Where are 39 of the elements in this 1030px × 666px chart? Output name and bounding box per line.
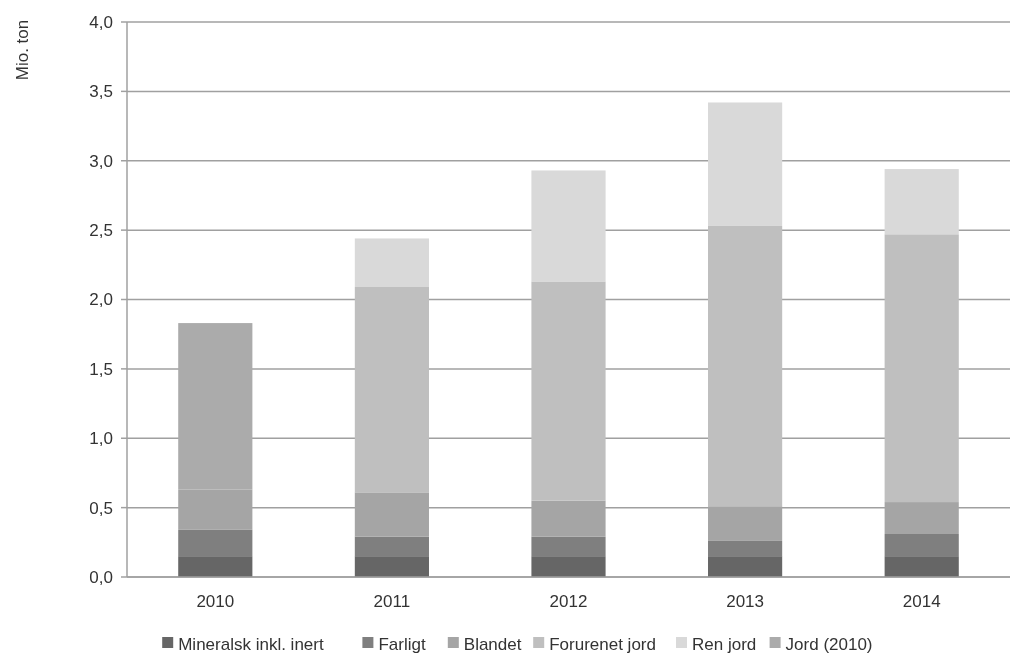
x-tick-label: 2013 xyxy=(726,592,765,611)
bar xyxy=(354,238,429,288)
bar xyxy=(178,529,253,557)
x-tick-label: 2012 xyxy=(549,592,588,611)
bar xyxy=(708,102,783,226)
legend-label: Mineralsk inkl. inert xyxy=(178,634,324,654)
bar xyxy=(884,556,959,577)
bar xyxy=(708,540,783,557)
legend-label: Blandet xyxy=(463,634,522,654)
bar xyxy=(531,281,606,501)
y-tick-label: 1,5 xyxy=(89,359,113,379)
bar xyxy=(708,556,783,577)
y-tick-label: 2,0 xyxy=(89,290,113,310)
y-tick-label: 1,0 xyxy=(89,429,113,449)
y-axis-title: Mio. ton xyxy=(13,19,32,81)
x-tick-label: 2011 xyxy=(373,592,411,611)
y-tick-label: 2,5 xyxy=(89,221,113,241)
bar xyxy=(531,536,606,557)
y-tick-label: 4,0 xyxy=(89,12,113,32)
y-tick-label: 0,5 xyxy=(89,498,113,518)
bar xyxy=(178,556,253,577)
x-tick-label: 2010 xyxy=(196,592,235,611)
bar xyxy=(884,234,959,503)
legend-label: Farligt xyxy=(378,634,426,654)
bar xyxy=(884,169,959,235)
y-tick-label: 3,0 xyxy=(89,151,113,171)
y-tick-label: 3,5 xyxy=(89,82,113,102)
legend-label: Forurenet jord xyxy=(549,634,656,654)
y-tick-label: 0,0 xyxy=(89,567,113,587)
bar xyxy=(531,170,606,282)
legend-label: Jord (2010) xyxy=(785,634,873,654)
bar xyxy=(708,225,783,507)
bar xyxy=(884,533,959,557)
bar xyxy=(531,556,606,577)
legend-label: Ren jord xyxy=(692,634,757,654)
bar xyxy=(354,536,429,557)
x-tick-label: 2014 xyxy=(902,592,941,611)
bar xyxy=(354,287,429,493)
bar xyxy=(354,556,429,577)
